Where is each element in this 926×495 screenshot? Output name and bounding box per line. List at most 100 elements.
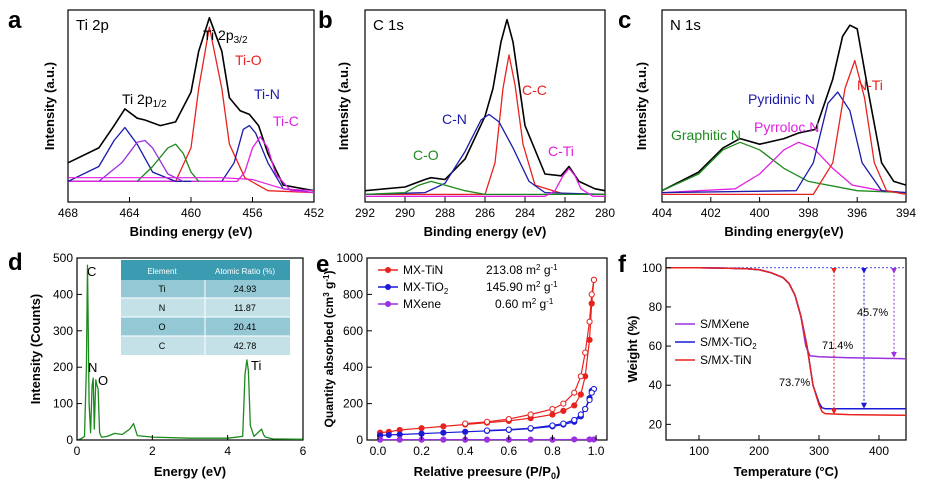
isotherm-point bbox=[577, 411, 584, 418]
isotherm-point bbox=[582, 405, 589, 413]
eds-label-n: N bbox=[88, 360, 97, 375]
panel-f-legend: S/MXene S/MX-TiO2 S/MX-TiN bbox=[675, 317, 757, 367]
panel-c-frame bbox=[661, 9, 907, 203]
isotherm-point bbox=[560, 420, 567, 427]
panel-d: d 0 2 4 6 0 100 200 300 400 500 Energy (eV) Inten… bbox=[8, 249, 307, 479]
panel-b-xlabel: Binding energy (eV) bbox=[424, 224, 547, 239]
isotherm-point bbox=[440, 436, 447, 443]
eds-label-o: O bbox=[98, 373, 108, 388]
panel-f-curves bbox=[666, 267, 907, 417]
panel-a-xlabel: Binding energy (eV) bbox=[130, 224, 253, 239]
panel-d-curves bbox=[76, 264, 304, 441]
x-tick-label: 0.4 bbox=[457, 444, 474, 458]
isotherm-point bbox=[527, 436, 534, 443]
y-tick-label: 200 bbox=[343, 397, 363, 411]
isotherm-point bbox=[396, 431, 403, 438]
peak-label-pyrroloc-n: Pyrroloc N bbox=[754, 119, 819, 135]
table-cell: N bbox=[159, 303, 166, 313]
table-cell: Ti bbox=[158, 284, 165, 294]
isotherm-point bbox=[527, 425, 534, 432]
xps-curve bbox=[365, 167, 605, 197]
isotherm-point bbox=[582, 349, 589, 356]
x-tick-label: 0.6 bbox=[500, 444, 517, 458]
legend-value: 145.90 m2 g-1 bbox=[486, 280, 558, 294]
peak-label-ti-o: Ti-O bbox=[235, 52, 262, 68]
peak-label-c-c: C-C bbox=[522, 82, 547, 98]
xps-curve bbox=[68, 26, 315, 194]
panel-e-xlabel: Relative preesure (P/P0) bbox=[414, 464, 561, 481]
x-tick-label: 280 bbox=[595, 206, 615, 220]
xps-curve bbox=[136, 143, 200, 182]
annotation-71-4: 71.4% bbox=[822, 340, 853, 352]
panel-f: f 100 200 300 400 20 40 60 80 100 Temperature (°… bbox=[618, 251, 907, 479]
y-tick-label: 0 bbox=[356, 433, 363, 447]
panel-letter-b: b bbox=[318, 7, 333, 34]
x-tick-label: 200 bbox=[749, 444, 769, 458]
panel-b-frame bbox=[364, 9, 606, 203]
isotherm-curve bbox=[465, 279, 595, 425]
x-tick-label: 2 bbox=[149, 444, 156, 458]
isotherm-point bbox=[571, 436, 578, 443]
x-tick-label: 0.8 bbox=[544, 444, 561, 458]
isotherm-point bbox=[462, 428, 469, 435]
isotherm-point bbox=[588, 291, 595, 298]
legend-label: S/MX-TiO2 bbox=[700, 335, 757, 351]
x-tick-label: 464 bbox=[119, 206, 139, 220]
panel-e: e 0.0 0.2 0.4 0.6 0.8 1.0 0 200 400 600 800 1000 Re… bbox=[316, 251, 608, 481]
panel-b-xticks: 292 290 288 286 284 282 280 bbox=[355, 197, 615, 220]
tga-curve bbox=[666, 267, 907, 417]
xps-curve bbox=[98, 139, 184, 182]
y-tick-label: 1000 bbox=[336, 251, 363, 265]
panel-c-xticks: 404 402 400 398 396 394 bbox=[652, 197, 916, 220]
panel-letter-f: f bbox=[618, 251, 627, 278]
isotherm-point bbox=[505, 415, 512, 423]
panel-c: c N 1s 404 402 400 398 396 394 Binding energy… bbox=[618, 7, 916, 239]
isotherm-point bbox=[418, 425, 425, 432]
x-tick-label: 404 bbox=[652, 206, 672, 220]
isotherm-point bbox=[440, 429, 447, 436]
isotherm-point bbox=[483, 418, 491, 425]
legend-marker bbox=[385, 267, 391, 273]
isotherm-point bbox=[586, 396, 593, 404]
isotherm-point bbox=[590, 276, 598, 283]
y-tick-label: 60 bbox=[649, 339, 663, 353]
isotherm-point bbox=[588, 389, 595, 396]
panel-e-ylabel: Quantity absorbed (cm3 g-1) bbox=[322, 271, 336, 428]
panel-b-curves bbox=[364, 18, 606, 197]
panel-a-title: Ti 2p bbox=[76, 17, 109, 34]
eds-spectrum bbox=[76, 264, 304, 441]
xps-curve bbox=[67, 16, 315, 192]
table-header-bg bbox=[121, 260, 290, 280]
xps-curve bbox=[67, 126, 191, 183]
xps-curve bbox=[364, 18, 606, 192]
panel-letter-e: e bbox=[316, 251, 329, 278]
peak-label-c-ti: C-Ti bbox=[548, 143, 574, 159]
x-tick-label: 0.0 bbox=[370, 444, 387, 458]
y-tick-label: 800 bbox=[343, 287, 363, 301]
peak-label-ti-n: Ti-N bbox=[254, 86, 280, 102]
isotherm-point bbox=[527, 411, 534, 418]
panel-f-ticks: 100 200 300 400 20 40 60 80 100 bbox=[642, 261, 889, 458]
y-tick-label: 300 bbox=[53, 324, 73, 338]
table-cell: C bbox=[159, 341, 166, 351]
panel-a-ylabel: Intensity (a.u.) bbox=[42, 62, 57, 150]
table-header-ratio: Atomic Ratio (%) bbox=[215, 267, 275, 276]
y-tick-label: 100 bbox=[53, 397, 73, 411]
table-cell: 24.93 bbox=[234, 284, 257, 294]
isotherm-point bbox=[586, 318, 593, 325]
isotherm-point bbox=[385, 431, 392, 439]
legend-label: MX-TiO2 bbox=[403, 280, 449, 296]
peak-label-graphitic-n: Graphitic N bbox=[671, 127, 741, 143]
y-tick-label: 20 bbox=[649, 417, 663, 431]
y-tick-label: 200 bbox=[53, 360, 73, 374]
xps-curve bbox=[661, 91, 907, 194]
legend-label: S/MXene bbox=[700, 317, 750, 331]
eds-label-ti: Ti bbox=[251, 358, 261, 373]
x-tick-label: 398 bbox=[798, 206, 818, 220]
x-tick-label: 460 bbox=[181, 206, 201, 220]
x-tick-label: 400 bbox=[869, 444, 889, 458]
xps-curve bbox=[661, 141, 907, 194]
x-tick-label: 4 bbox=[224, 444, 231, 458]
legend-value: 0.60 m2 g-1 bbox=[495, 297, 554, 311]
